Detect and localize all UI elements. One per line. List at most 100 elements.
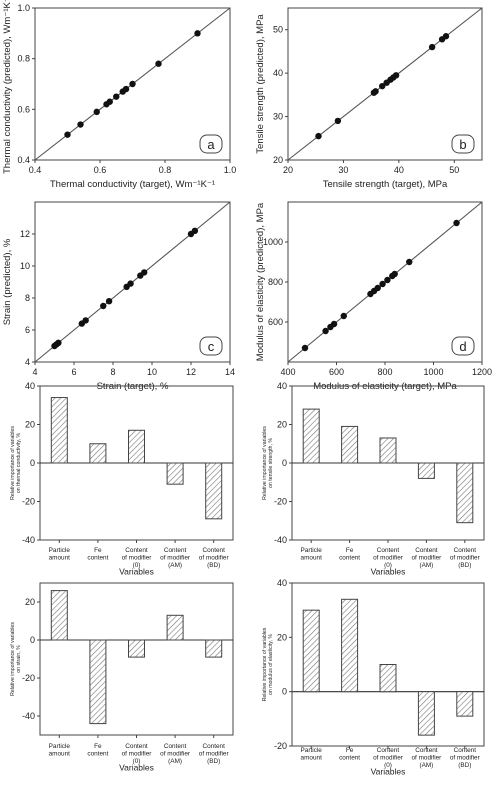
x-tick-label: 1.0 bbox=[224, 165, 237, 175]
panel-label: a bbox=[207, 137, 215, 152]
category-label: Particle amount bbox=[49, 547, 71, 562]
category-label-line: of modifier bbox=[122, 555, 153, 562]
data-point bbox=[372, 88, 379, 95]
data-point bbox=[379, 280, 386, 288]
category-label: Content of modifier (0) bbox=[122, 547, 153, 569]
y-tick-label: 10 bbox=[20, 261, 30, 271]
category-label: Particle amount bbox=[49, 743, 71, 758]
category-label-line: of modifier bbox=[122, 751, 153, 758]
x-tick-label: 0.6 bbox=[94, 165, 107, 175]
x-tick-label: 4 bbox=[32, 367, 37, 377]
y-tick-label: 40 bbox=[273, 68, 283, 78]
x-tick-label: 50 bbox=[449, 165, 459, 175]
y-tick-label: 1000 bbox=[263, 237, 283, 247]
y-tick-label: -40 bbox=[22, 535, 35, 545]
category-label-line: (0) bbox=[133, 562, 141, 569]
bar bbox=[89, 443, 107, 464]
category-label-line: (BD) bbox=[207, 758, 220, 765]
data-point bbox=[315, 132, 322, 140]
x-tick-label: 0.4 bbox=[29, 165, 42, 175]
category-label-line: content bbox=[339, 555, 360, 562]
x-tick-label: 600 bbox=[329, 367, 344, 377]
x-tick-label: 20 bbox=[283, 165, 293, 175]
data-point bbox=[100, 302, 107, 310]
data-point bbox=[392, 72, 400, 79]
data-point bbox=[379, 82, 386, 90]
category-label-line: of modifier bbox=[373, 755, 404, 762]
category-label-line: Content bbox=[415, 747, 438, 754]
category-label-line: content bbox=[87, 555, 108, 562]
y-tick-label: 600 bbox=[268, 317, 283, 327]
bar bbox=[205, 462, 223, 520]
y-tick-label: 30 bbox=[273, 112, 283, 122]
y-tick-label: 12 bbox=[20, 229, 30, 239]
x-axis-title: Variables bbox=[119, 763, 154, 773]
x-axis-title: Variables bbox=[371, 567, 406, 577]
x-tick-label: 40 bbox=[394, 165, 404, 175]
y-axis-title: Relative importance of variableson strai… bbox=[10, 622, 22, 696]
x-tick-label: 10 bbox=[147, 367, 157, 377]
category-label-line: Content bbox=[454, 547, 477, 554]
data-point bbox=[301, 344, 309, 352]
data-point bbox=[113, 93, 120, 100]
x-tick-label: 30 bbox=[338, 165, 348, 175]
plot-frame bbox=[39, 582, 234, 736]
category-label-line: (AM) bbox=[168, 758, 182, 765]
x-axis-title: Variables bbox=[119, 567, 154, 577]
y-tick-label: 20 bbox=[277, 420, 287, 430]
panel-label-badge bbox=[451, 134, 475, 154]
category-label-line: Content bbox=[203, 743, 226, 750]
y-axis-title: Relative importance of variableson modul… bbox=[262, 627, 274, 701]
y-tick-label: 8 bbox=[25, 293, 30, 303]
category-label-line: of modifier bbox=[411, 555, 442, 562]
category-label-line: Fe bbox=[94, 547, 102, 554]
category-label-line: (0) bbox=[384, 562, 392, 569]
bar bbox=[128, 429, 145, 464]
y-tick-label: -40 bbox=[274, 535, 287, 545]
category-label: Content of modifier (0) bbox=[373, 547, 404, 569]
data-point bbox=[330, 320, 338, 328]
category-label-line: (AM) bbox=[419, 762, 433, 769]
category-label-line: (0) bbox=[384, 762, 392, 769]
data-point bbox=[384, 276, 391, 284]
category-label-line: Content bbox=[125, 743, 148, 750]
category-label-line: Particle bbox=[49, 743, 71, 750]
x-tick-label: 0.8 bbox=[159, 165, 172, 175]
category-label: Content of modifier (AM) bbox=[160, 743, 191, 765]
plot-frame bbox=[34, 201, 231, 363]
x-axis-title: Thermal conductivity (target), Wm⁻¹K⁻¹ bbox=[50, 179, 215, 190]
data-point bbox=[406, 258, 413, 266]
category-label: Content of modifier (BD) bbox=[450, 747, 481, 769]
x-tick-label: 14 bbox=[225, 367, 235, 377]
bar bbox=[166, 614, 184, 641]
y-axis-title-line: on thermal conductivity, % bbox=[16, 433, 22, 494]
bar bbox=[379, 664, 397, 693]
y-tick-label: -20 bbox=[274, 497, 287, 507]
category-label-line: Content bbox=[203, 547, 226, 554]
category-label-line: of modifier bbox=[160, 751, 191, 758]
bar bbox=[456, 462, 474, 524]
category-label-line: (AM) bbox=[168, 562, 182, 569]
bar bbox=[341, 425, 359, 464]
x-tick-label: 8 bbox=[110, 367, 115, 377]
panel-label: c bbox=[208, 339, 215, 354]
category-label-line: amount bbox=[49, 555, 71, 562]
y-tick-label: 0 bbox=[30, 635, 35, 645]
panel-label: d bbox=[459, 339, 466, 354]
category-label: Content of modifier (0) bbox=[373, 747, 404, 769]
category-label-line: (0) bbox=[133, 758, 141, 765]
y-tick-label: 0.8 bbox=[17, 54, 30, 64]
bar bbox=[417, 462, 435, 479]
data-point bbox=[191, 227, 199, 234]
category-label: Content of modifier (0) bbox=[122, 743, 153, 765]
category-label: Content of modifier (AM) bbox=[160, 547, 191, 569]
panel-label-badge bbox=[199, 134, 223, 154]
y-tick-label: 800 bbox=[268, 277, 283, 287]
category-label-line: of modifier bbox=[160, 555, 191, 562]
bar bbox=[341, 598, 359, 693]
bar bbox=[50, 590, 68, 641]
category-label-line: Content bbox=[415, 547, 438, 554]
x-tick-label: 1200 bbox=[472, 367, 492, 377]
y-tick-label: 0.6 bbox=[17, 104, 30, 114]
category-label-line: content bbox=[339, 755, 360, 762]
